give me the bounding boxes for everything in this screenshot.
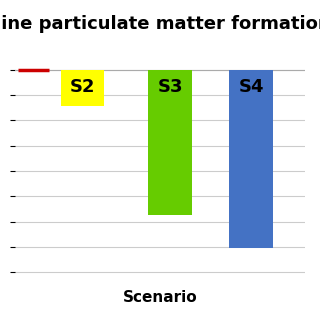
Bar <box>229 70 273 248</box>
Text: S4: S4 <box>238 78 264 96</box>
Text: S2: S2 <box>70 78 95 96</box>
X-axis label: Scenario: Scenario <box>123 290 197 305</box>
Bar <box>60 70 104 106</box>
Title: Fine particulate matter formation: Fine particulate matter formation <box>0 15 320 33</box>
Text: S3: S3 <box>157 78 183 96</box>
Bar <box>148 70 192 215</box>
